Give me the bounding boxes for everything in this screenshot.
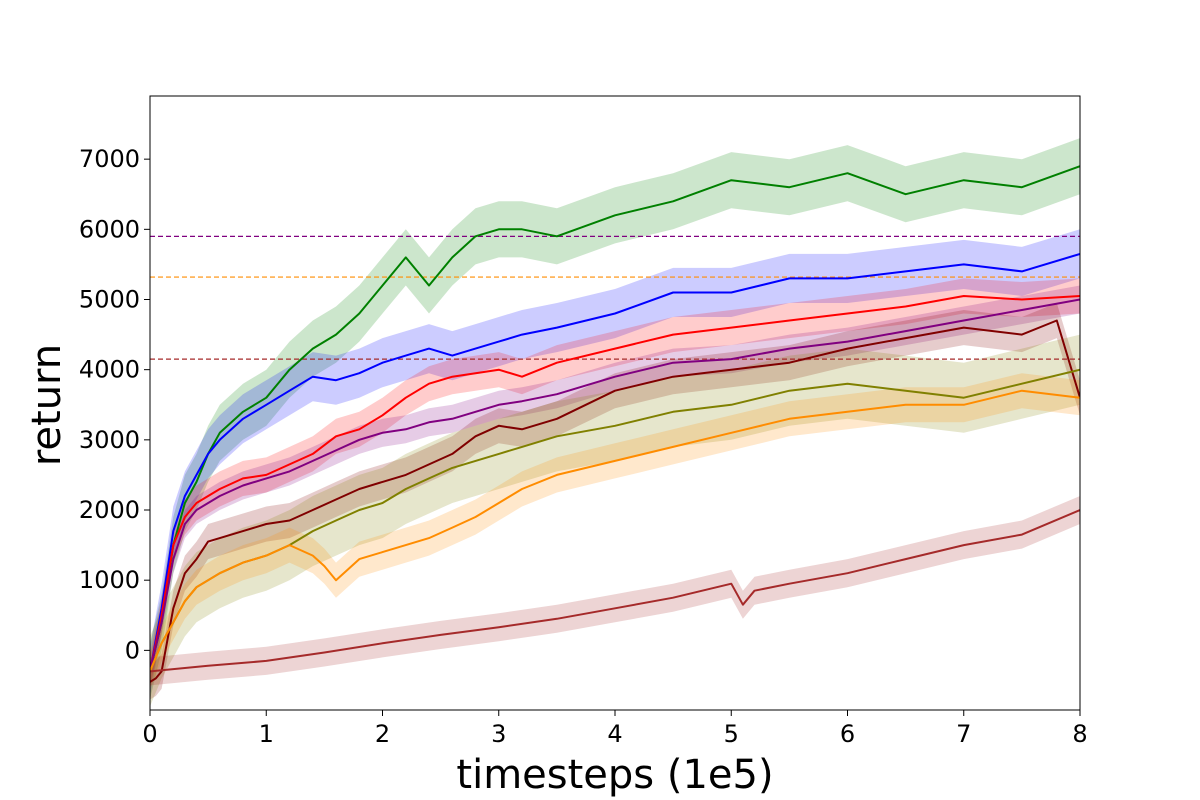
series-band-2 xyxy=(150,278,1080,689)
series-line-1 xyxy=(150,252,1080,672)
series-lines xyxy=(150,165,1080,683)
y-tick-label: 1000 xyxy=(79,566,140,594)
series-band-6 xyxy=(150,373,1080,689)
x-tick-label: 2 xyxy=(375,720,390,748)
y-tick-label: 0 xyxy=(125,636,140,664)
series-line-7 xyxy=(150,509,1080,673)
x-axis-label: timesteps (1e5) xyxy=(456,752,773,798)
x-tick-label: 5 xyxy=(724,720,739,748)
y-axis-ticks: 0 1000 2000 3000 4000 5000 6000 7000 xyxy=(79,145,150,664)
series-band-1 xyxy=(150,229,1080,697)
series-line-4 xyxy=(150,319,1080,683)
series-line-6 xyxy=(150,389,1080,672)
series-line-3 xyxy=(150,298,1080,672)
y-tick-label: 6000 xyxy=(79,215,140,243)
x-tick-label: 6 xyxy=(840,720,855,748)
series-band-0 xyxy=(150,138,1080,700)
x-tick-label: 8 xyxy=(1072,720,1087,748)
confidence-bands xyxy=(150,138,1080,707)
x-tick-label: 7 xyxy=(956,720,971,748)
y-tick-label: 4000 xyxy=(79,356,140,384)
y-tick-label: 3000 xyxy=(79,426,140,454)
y-tick-label: 5000 xyxy=(79,285,140,313)
y-axis-label: return xyxy=(24,344,70,466)
series-band-4 xyxy=(150,303,1080,700)
x-tick-label: 4 xyxy=(607,720,622,748)
x-axis-ticks: 0 1 2 3 4 5 6 7 8 xyxy=(142,710,1088,748)
series-line-2 xyxy=(150,295,1080,672)
x-tick-label: 1 xyxy=(259,720,274,748)
x-tick-label: 0 xyxy=(142,720,157,748)
series-band-3 xyxy=(150,285,1080,686)
reference-lines xyxy=(150,235,1080,360)
series-band-7 xyxy=(150,496,1080,686)
y-tick-label: 2000 xyxy=(79,496,140,524)
x-tick-label: 3 xyxy=(491,720,506,748)
y-tick-label: 7000 xyxy=(79,145,140,173)
